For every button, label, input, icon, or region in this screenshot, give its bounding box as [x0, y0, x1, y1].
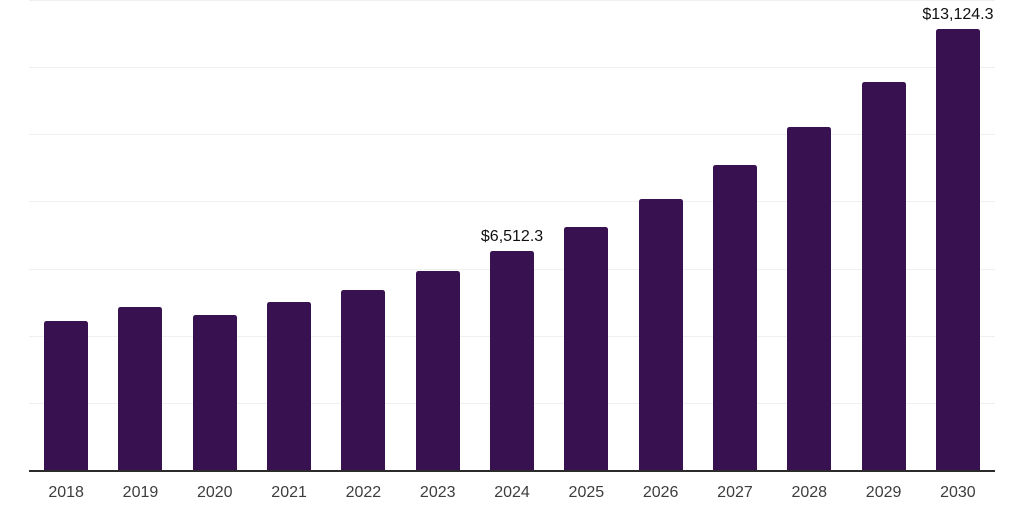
bar-slot-2028 — [772, 0, 846, 470]
x-tick-label-2024: 2024 — [494, 484, 530, 501]
value-label-2030: $13,124.3 — [922, 6, 994, 24]
bar-slot-2022 — [326, 0, 400, 470]
bar-2024[interactable] — [490, 251, 535, 470]
bar-slots: $6,512.3 $13,124.3 — [29, 0, 995, 470]
bar-slot-2025 — [549, 0, 623, 470]
gridline-8000 — [29, 201, 995, 203]
plot-area: $6,512.3 $13,124.3 — [29, 0, 995, 472]
x-tick-label-2027: 2027 — [717, 484, 753, 501]
bar-2022[interactable] — [341, 289, 386, 470]
gridline-10000 — [29, 134, 995, 136]
bar-2021[interactable] — [267, 302, 312, 470]
bar-2026[interactable] — [638, 199, 683, 470]
bar-2018[interactable] — [44, 321, 89, 470]
bar-slot-2021 — [252, 0, 326, 470]
bar-slot-2026 — [624, 0, 698, 470]
x-tick-label-2030: 2030 — [940, 484, 976, 501]
x-tick-label-2018: 2018 — [48, 484, 84, 501]
x-tick-label-2021: 2021 — [271, 484, 307, 501]
bar-slot-2030: $13,124.3 — [921, 0, 995, 470]
value-label-2024: $6,512.3 — [480, 228, 544, 246]
x-tick-label-2019: 2019 — [122, 484, 159, 501]
x-tick-label-2023: 2023 — [419, 484, 456, 501]
bar-chart: $6,512.3 $13,124.3 2018 2019 2020 2021 2022 20… — [29, 0, 995, 502]
bar-slot-2018 — [29, 0, 103, 470]
gridline-12000 — [29, 67, 995, 69]
x-tick-label-2025: 2025 — [568, 484, 605, 501]
bar-2029[interactable] — [861, 81, 906, 470]
bar-slot-2023 — [401, 0, 475, 470]
bar-slot-2024: $6,512.3 — [475, 0, 549, 470]
bar-2020[interactable] — [192, 314, 237, 470]
bar-2023[interactable] — [415, 271, 460, 470]
bar-slot-2029 — [846, 0, 920, 470]
bar-slot-2027 — [698, 0, 772, 470]
bar-2030[interactable] — [935, 29, 980, 470]
x-tick-label-2022: 2022 — [345, 484, 382, 501]
x-tick-label-2026: 2026 — [642, 484, 679, 501]
bar-2019[interactable] — [118, 307, 163, 470]
x-axis-labels: 2018 2019 2020 2021 2022 2023 2024 2025 2026 2027… — [29, 484, 995, 502]
x-tick-label-2029: 2029 — [865, 484, 902, 501]
bar-slot-2019 — [103, 0, 177, 470]
bar-slot-2020 — [178, 0, 252, 470]
bar-2027[interactable] — [712, 165, 757, 470]
gridline-14000 — [29, 0, 995, 1]
bar-2025[interactable] — [564, 227, 609, 470]
x-tick-label-2028: 2028 — [791, 484, 828, 501]
x-tick-label-2020: 2020 — [196, 484, 233, 501]
bar-2028[interactable] — [787, 127, 832, 470]
